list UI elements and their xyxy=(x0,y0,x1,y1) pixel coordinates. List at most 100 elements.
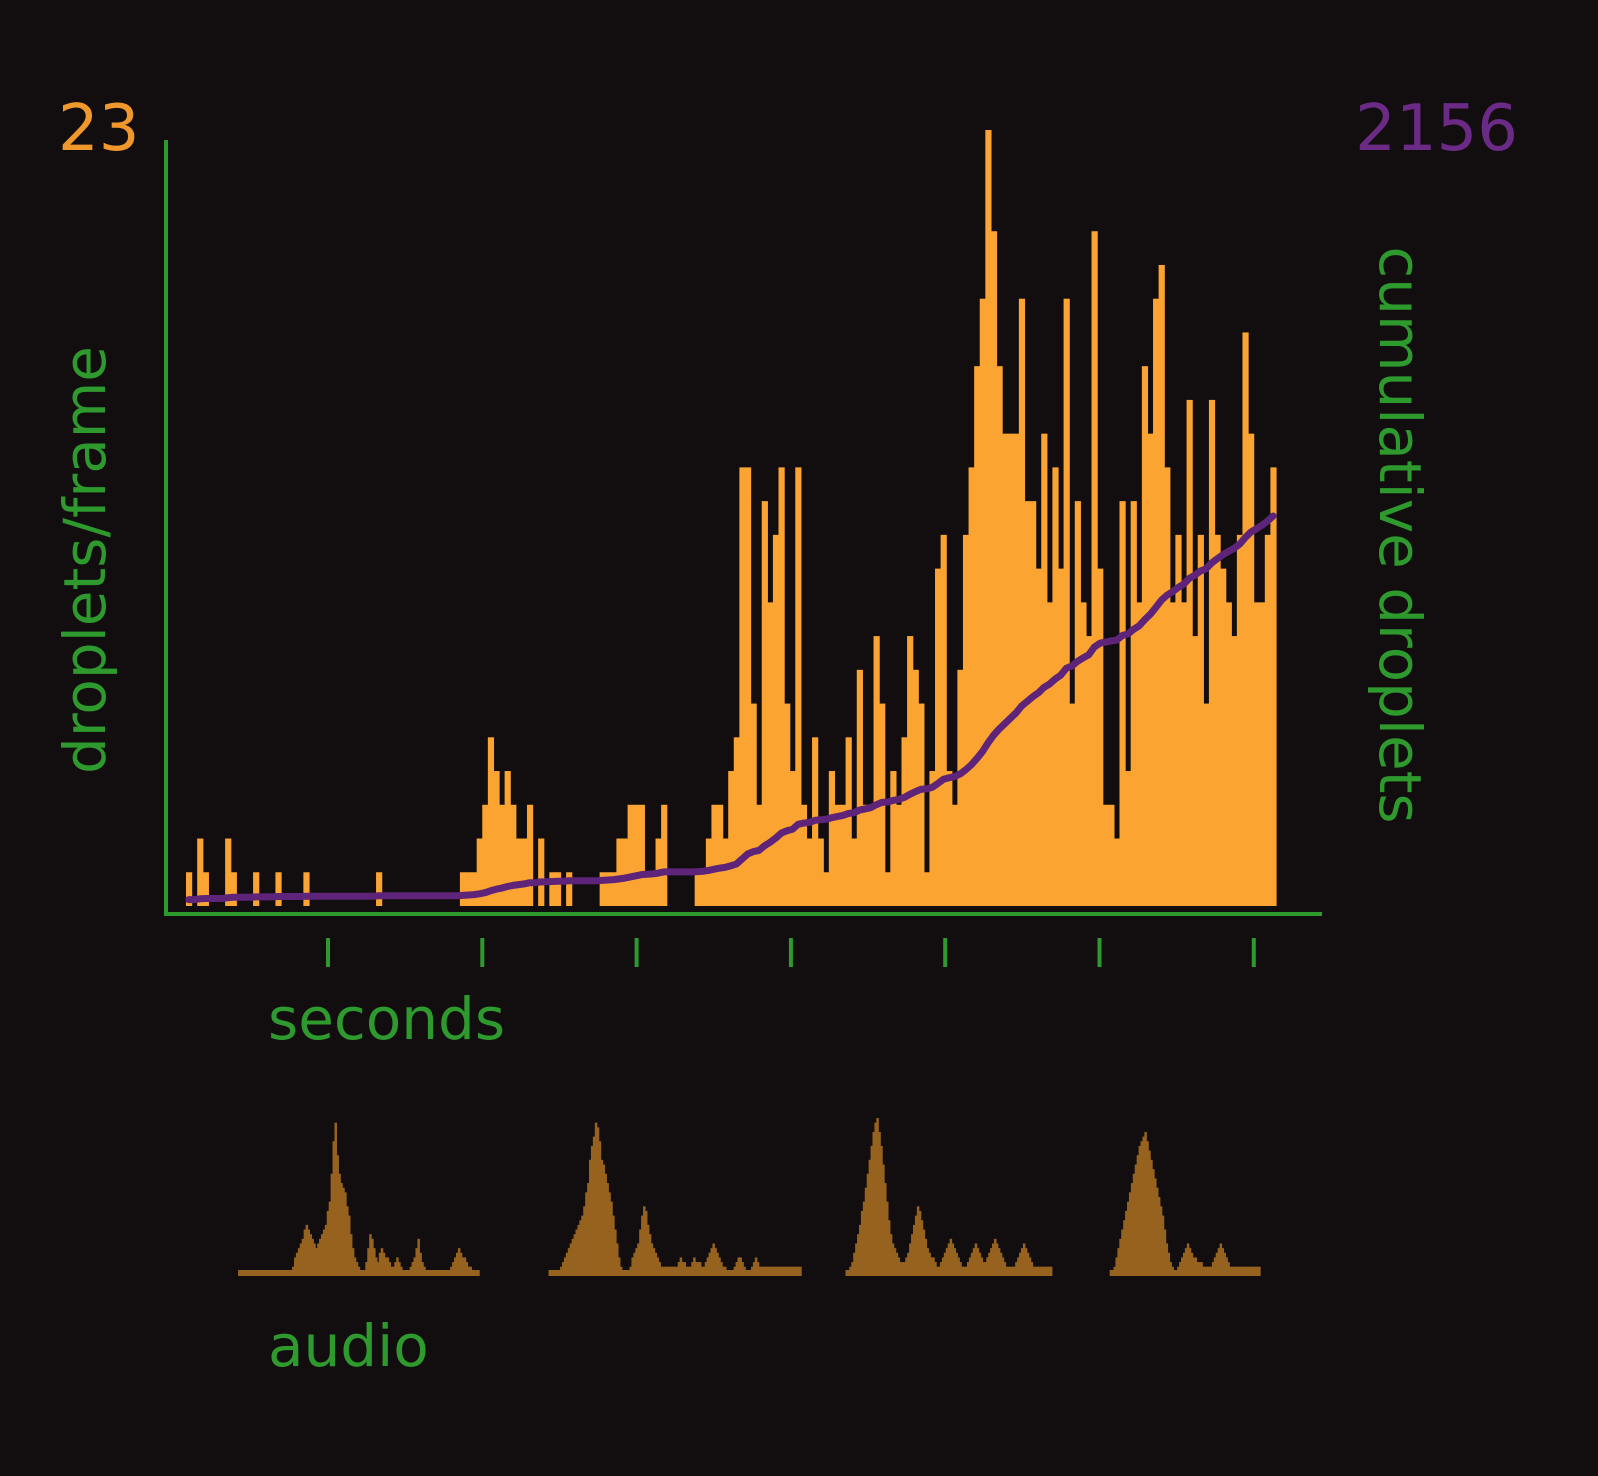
audio-sample xyxy=(641,1215,644,1276)
audio-sample xyxy=(398,1262,401,1276)
audio-sample xyxy=(887,1220,891,1276)
droplet-bar xyxy=(722,838,729,906)
audio-sample xyxy=(718,1257,721,1276)
droplet-bar xyxy=(851,838,858,906)
audio-sample xyxy=(712,1243,715,1276)
audio-sample xyxy=(976,1248,980,1276)
droplet-bar xyxy=(1147,433,1154,906)
droplet-bar xyxy=(1030,501,1037,906)
audio-sample xyxy=(573,1234,577,1276)
audio-sample xyxy=(725,1270,729,1276)
droplet-bar xyxy=(884,872,891,906)
audio-sample xyxy=(1240,1266,1244,1276)
audio-sample xyxy=(1190,1252,1194,1276)
droplet-bar xyxy=(1242,332,1249,906)
audio-sample xyxy=(907,1252,910,1276)
audio-sample xyxy=(1015,1262,1018,1276)
audio-sample xyxy=(419,1252,422,1276)
audio-sample xyxy=(473,1270,476,1276)
audio-sample xyxy=(1125,1210,1128,1276)
audio-sample xyxy=(455,1252,459,1276)
audio-sample xyxy=(646,1224,650,1276)
audio-sample xyxy=(650,1243,654,1276)
audio-sample xyxy=(787,1266,791,1276)
audio-sample xyxy=(1020,1248,1024,1276)
audio-sample xyxy=(467,1266,471,1276)
audio-sample xyxy=(797,1266,800,1276)
audio-sample xyxy=(986,1257,989,1276)
audio-sample xyxy=(683,1262,687,1276)
audio-sample xyxy=(779,1266,783,1276)
audio-sample xyxy=(1175,1270,1178,1276)
droplet-bar xyxy=(1113,838,1121,906)
droplet-bar xyxy=(968,467,975,906)
droplet-bar xyxy=(1236,534,1244,906)
audio-sample xyxy=(872,1131,876,1276)
audio-sample xyxy=(569,1243,573,1276)
droplet-bar xyxy=(1220,568,1227,906)
audio-sample xyxy=(1231,1266,1234,1276)
audio-sample xyxy=(1138,1145,1142,1276)
audio-sample xyxy=(382,1252,386,1276)
audio-sample xyxy=(858,1224,862,1276)
audio-sample xyxy=(621,1270,625,1276)
droplet-bar xyxy=(834,804,841,906)
audio-sample xyxy=(386,1257,390,1276)
droplet-bar xyxy=(778,467,785,906)
audio-sample xyxy=(758,1266,762,1276)
droplet-bar xyxy=(649,872,657,906)
audio-sample xyxy=(1144,1131,1147,1276)
audio-sample xyxy=(643,1206,646,1276)
audio-sample xyxy=(656,1257,660,1276)
audio-label: audio xyxy=(268,1312,429,1380)
droplet-bar xyxy=(644,872,651,906)
droplet-bar xyxy=(918,703,925,906)
droplet-bar xyxy=(1214,534,1221,906)
audio-sample xyxy=(1117,1248,1120,1276)
audio-sample xyxy=(880,1145,883,1276)
droplet-bar xyxy=(867,804,875,906)
audio-sample xyxy=(282,1270,285,1276)
audio-sample xyxy=(970,1252,974,1276)
audio-sample xyxy=(1165,1243,1169,1276)
audio-sample xyxy=(322,1229,326,1276)
audio-sample xyxy=(992,1243,995,1276)
droplet-bar xyxy=(756,804,763,906)
audio-sample xyxy=(361,1270,365,1276)
audio-sample xyxy=(673,1266,677,1276)
audio-sample xyxy=(729,1270,733,1276)
audio-sample xyxy=(1258,1266,1261,1276)
audio-sample xyxy=(309,1234,312,1276)
audio-sample xyxy=(1013,1266,1016,1276)
droplet-bar xyxy=(605,872,612,906)
audio-sample xyxy=(1227,1262,1230,1276)
droplet-bar xyxy=(974,366,981,906)
audio-sample xyxy=(644,1210,648,1276)
audio-sample xyxy=(1036,1266,1039,1276)
audio-sample xyxy=(299,1243,303,1276)
audio-sample xyxy=(1142,1136,1145,1276)
audio-sample xyxy=(1213,1257,1217,1276)
audio-sample xyxy=(693,1257,696,1276)
audio-sample xyxy=(884,1183,887,1276)
audio-sample xyxy=(972,1248,976,1276)
audio-sample xyxy=(922,1229,926,1276)
droplet-bar xyxy=(504,771,511,906)
audio-sample xyxy=(924,1238,928,1276)
audio-sample xyxy=(965,1266,968,1276)
audio-sample xyxy=(617,1257,621,1276)
audio-sample xyxy=(413,1257,417,1276)
audio-sample xyxy=(938,1266,941,1276)
droplet-bar xyxy=(1180,602,1188,906)
droplet-bar xyxy=(1264,534,1272,906)
audio-sample xyxy=(864,1187,868,1276)
audio-sample xyxy=(857,1234,860,1276)
audio-sample xyxy=(417,1238,420,1276)
audio-sample xyxy=(284,1270,287,1276)
audio-sample xyxy=(941,1257,945,1276)
audio-sample xyxy=(247,1270,251,1276)
audio-sample xyxy=(974,1243,978,1276)
audio-sample xyxy=(781,1266,785,1276)
audio-sample xyxy=(245,1270,249,1276)
droplet-bar xyxy=(1158,264,1165,907)
